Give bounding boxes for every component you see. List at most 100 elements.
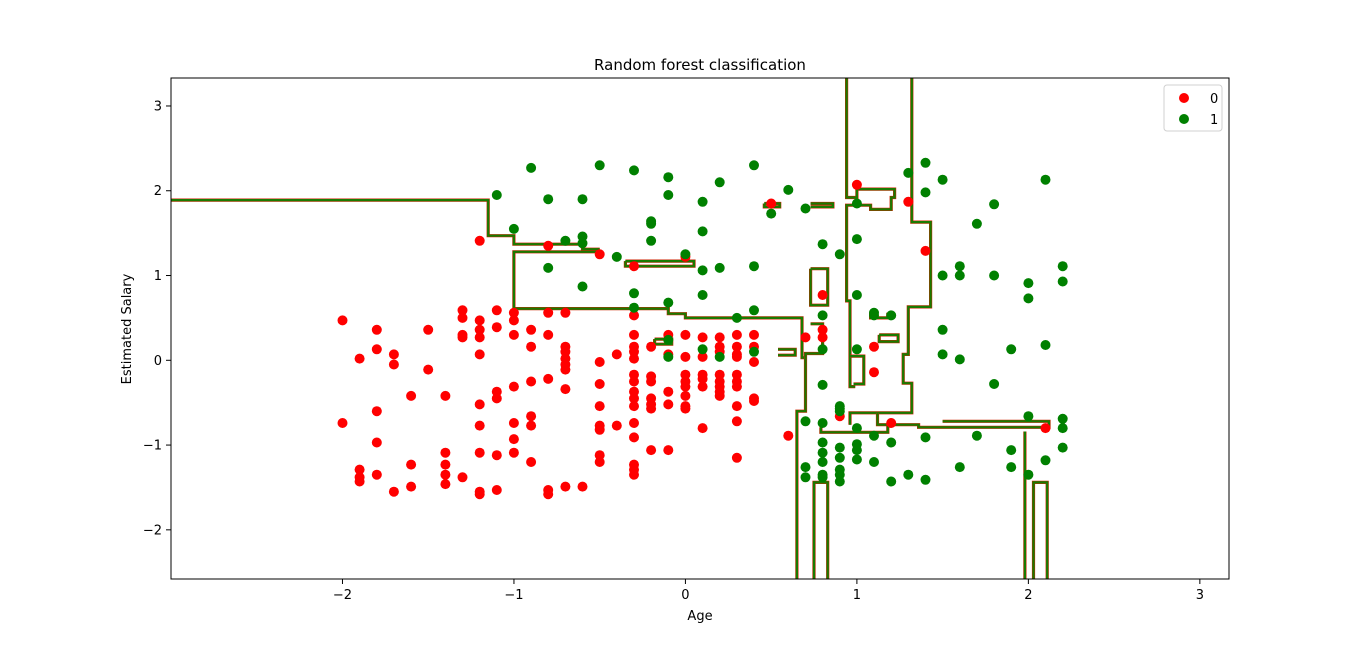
point-class-1 — [663, 334, 674, 345]
point-class-1 — [697, 290, 708, 300]
boundary-line — [810, 202, 835, 208]
point-class-1 — [817, 310, 828, 321]
point-class-0 — [474, 324, 485, 335]
point-class-1 — [869, 430, 879, 441]
point-class-0 — [629, 469, 639, 480]
point-class-0 — [749, 396, 759, 406]
point-class-1 — [577, 194, 588, 205]
point-class-0 — [749, 357, 759, 367]
point-class-0 — [663, 399, 674, 410]
point-class-1 — [800, 472, 811, 483]
point-class-1 — [817, 344, 828, 355]
point-class-1 — [646, 235, 657, 246]
point-class-1 — [971, 218, 982, 229]
point-class-1 — [1040, 340, 1051, 350]
y-axis-label: Estimated Salary — [120, 273, 135, 384]
point-class-1 — [851, 423, 862, 434]
point-class-0 — [680, 351, 691, 362]
point-class-1 — [817, 379, 828, 390]
point-class-1 — [1057, 442, 1068, 453]
point-class-0 — [388, 359, 399, 370]
point-class-0 — [697, 423, 708, 434]
point-class-1 — [508, 223, 519, 234]
point-class-0 — [560, 384, 571, 395]
point-class-0 — [474, 399, 485, 410]
point-class-0 — [388, 486, 399, 497]
boundary-line — [848, 78, 932, 425]
point-class-1 — [937, 174, 948, 185]
y-tick-label: 1 — [154, 269, 162, 284]
point-class-0 — [337, 418, 348, 428]
x-axis-label: Age — [687, 609, 712, 624]
point-class-1 — [611, 251, 622, 262]
point-class-0 — [440, 469, 451, 480]
point-class-0 — [629, 310, 639, 321]
point-class-0 — [594, 249, 605, 260]
point-class-0 — [731, 351, 742, 362]
point-class-0 — [629, 329, 639, 340]
point-class-1 — [680, 249, 691, 260]
point-class-1 — [886, 476, 897, 487]
point-class-0 — [680, 390, 691, 401]
point-class-0 — [577, 481, 588, 492]
x-tick-label: 2 — [1024, 588, 1032, 603]
point-class-1 — [749, 261, 759, 272]
point-class-0 — [474, 315, 485, 326]
boundary-edge-red — [848, 78, 933, 425]
point-class-1 — [594, 160, 605, 171]
boundary-line — [795, 322, 824, 579]
point-class-0 — [491, 450, 502, 461]
point-class-0 — [783, 430, 794, 441]
point-class-1 — [1023, 469, 1034, 480]
point-class-1 — [817, 418, 828, 428]
point-class-0 — [491, 322, 502, 333]
point-class-1 — [954, 462, 965, 473]
point-class-0 — [920, 245, 931, 256]
point-class-1 — [714, 177, 725, 188]
point-class-0 — [508, 447, 519, 458]
point-class-0 — [508, 307, 519, 318]
point-class-1 — [886, 437, 897, 448]
point-class-0 — [508, 315, 519, 326]
point-class-0 — [457, 332, 468, 343]
point-class-1 — [697, 265, 708, 276]
point-class-0 — [388, 349, 399, 360]
boundary-edge-red — [1031, 480, 1049, 579]
point-class-1 — [543, 194, 554, 205]
point-class-0 — [406, 481, 417, 492]
point-class-0 — [474, 447, 485, 458]
x-axis: −2 −1 0 1 2 3 — [333, 579, 1204, 603]
point-class-0 — [526, 324, 537, 335]
point-class-0 — [1040, 423, 1051, 434]
legend: 0 1 — [1163, 84, 1223, 132]
point-class-0 — [526, 457, 537, 467]
point-class-0 — [731, 381, 742, 392]
point-class-0 — [851, 179, 862, 190]
point-class-1 — [1006, 344, 1017, 355]
point-class-0 — [406, 390, 417, 401]
point-class-0 — [731, 341, 742, 352]
point-class-0 — [629, 261, 639, 272]
point-class-1 — [1006, 462, 1017, 473]
point-class-1 — [629, 302, 639, 313]
x-tick-label: −1 — [504, 588, 523, 603]
x-tick-label: 0 — [681, 588, 689, 603]
point-class-1 — [817, 472, 828, 483]
point-class-0 — [629, 401, 639, 412]
point-class-0 — [440, 447, 451, 458]
point-class-0 — [869, 367, 879, 378]
point-class-0 — [354, 464, 365, 475]
point-class-1 — [697, 196, 708, 207]
point-class-1 — [851, 344, 862, 355]
point-class-1 — [766, 208, 777, 219]
point-class-1 — [851, 454, 862, 465]
point-class-0 — [886, 418, 897, 428]
point-class-0 — [680, 381, 691, 392]
point-class-0 — [440, 390, 451, 401]
boundary-line — [778, 348, 797, 357]
point-class-0 — [731, 452, 742, 463]
point-class-1 — [937, 270, 948, 281]
point-class-0 — [680, 403, 691, 414]
point-class-0 — [543, 329, 554, 340]
point-class-0 — [526, 411, 537, 422]
